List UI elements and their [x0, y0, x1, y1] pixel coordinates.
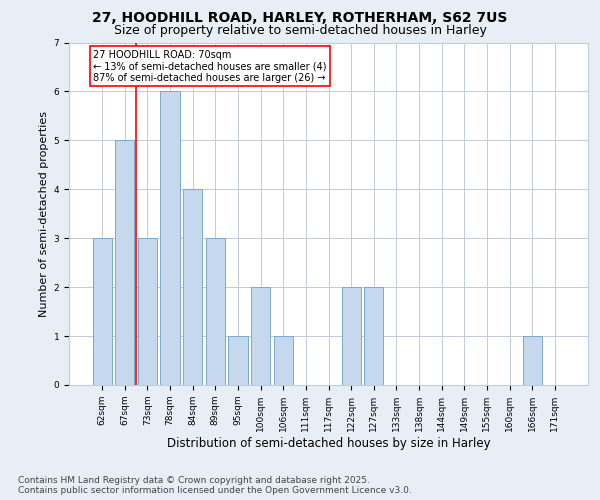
Bar	[251, 287, 270, 385]
Text: 27, HOODHILL ROAD, HARLEY, ROTHERHAM, S62 7US: 27, HOODHILL ROAD, HARLEY, ROTHERHAM, S6…	[92, 11, 508, 25]
Bar	[341, 287, 361, 385]
Bar	[92, 238, 112, 385]
Bar	[229, 336, 248, 385]
Bar	[274, 336, 293, 385]
Text: 27 HOODHILL ROAD: 70sqm
← 13% of semi-detached houses are smaller (4)
87% of sem: 27 HOODHILL ROAD: 70sqm ← 13% of semi-de…	[93, 50, 326, 83]
Text: Size of property relative to semi-detached houses in Harley: Size of property relative to semi-detach…	[113, 24, 487, 37]
Bar	[160, 92, 180, 385]
Bar	[523, 336, 542, 385]
Bar	[206, 238, 225, 385]
Y-axis label: Number of semi-detached properties: Number of semi-detached properties	[40, 111, 49, 317]
X-axis label: Distribution of semi-detached houses by size in Harley: Distribution of semi-detached houses by …	[167, 436, 490, 450]
Bar	[183, 190, 202, 385]
Bar	[115, 140, 134, 385]
Text: Contains HM Land Registry data © Crown copyright and database right 2025.
Contai: Contains HM Land Registry data © Crown c…	[18, 476, 412, 495]
Bar	[364, 287, 383, 385]
Bar	[138, 238, 157, 385]
